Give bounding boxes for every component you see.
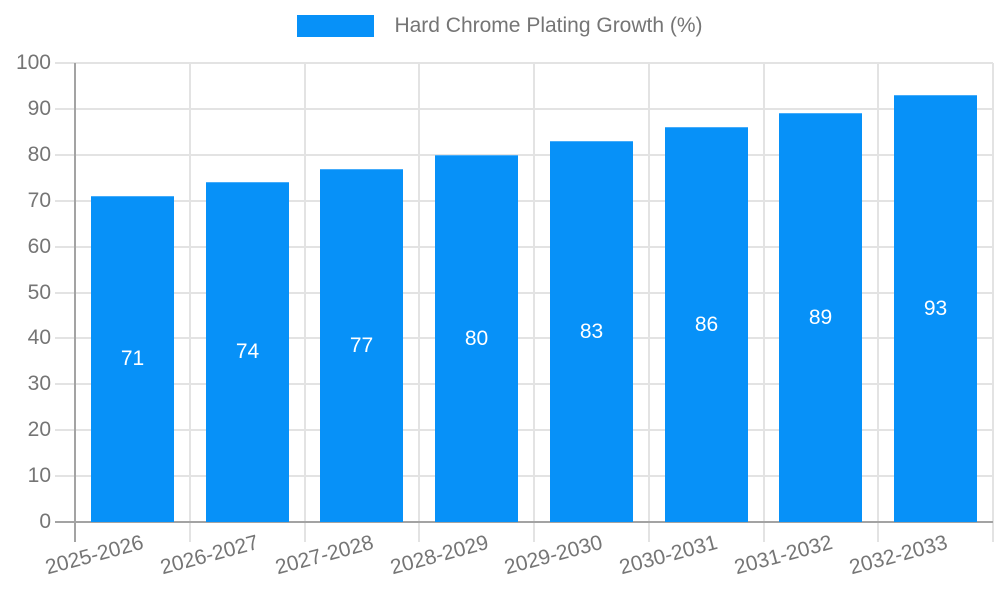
bar-value-label: 86 xyxy=(694,313,719,336)
y-axis-tick xyxy=(55,337,75,339)
x-axis-tick xyxy=(304,522,306,542)
y-tick-label: 20 xyxy=(27,418,51,441)
x-axis-tick xyxy=(189,522,191,542)
y-axis-tick xyxy=(55,383,75,385)
legend-series-label[interactable]: Hard Chrome Plating Growth (%) xyxy=(394,14,703,37)
y-tick-label: 70 xyxy=(27,189,51,212)
bar-value-label: 80 xyxy=(464,327,489,350)
y-tick-label: 50 xyxy=(27,281,51,304)
y-axis-tick xyxy=(55,62,75,64)
bar[interactable] xyxy=(320,169,403,522)
y-tick-label: 100 xyxy=(15,51,51,74)
x-axis-tick xyxy=(648,522,650,542)
bar-value-label: 83 xyxy=(579,320,604,343)
bar-value-label: 74 xyxy=(235,340,260,363)
v-gridline xyxy=(418,63,420,522)
y-tick-label: 40 xyxy=(27,326,51,349)
x-axis-tick xyxy=(992,522,994,542)
v-gridline xyxy=(992,63,994,522)
bar-value-label: 71 xyxy=(120,347,145,370)
bar[interactable] xyxy=(91,196,174,522)
bar-value-label: 77 xyxy=(349,334,374,357)
bar[interactable] xyxy=(894,95,977,522)
x-axis-tick xyxy=(763,522,765,542)
y-axis-tick xyxy=(55,292,75,294)
y-tick-label: 80 xyxy=(27,143,51,166)
v-gridline xyxy=(877,63,879,522)
v-gridline xyxy=(533,63,535,522)
y-axis-tick xyxy=(55,154,75,156)
x-axis-tick xyxy=(418,522,420,542)
y-tick-label: 0 xyxy=(39,510,51,533)
y-axis-tick xyxy=(55,429,75,431)
y-tick-label: 10 xyxy=(27,464,51,487)
y-axis-tick xyxy=(55,475,75,477)
legend-color-swatch-icon[interactable] xyxy=(297,15,375,37)
v-gridline xyxy=(304,63,306,522)
x-axis-line xyxy=(55,521,993,523)
y-tick-label: 30 xyxy=(27,372,51,395)
v-gridline xyxy=(189,63,191,522)
bar-value-label: 89 xyxy=(808,306,833,329)
x-axis-tick xyxy=(877,522,879,542)
x-axis-tick xyxy=(533,522,535,542)
y-axis-tick xyxy=(55,246,75,248)
y-axis-tick xyxy=(55,108,75,110)
bar[interactable] xyxy=(435,155,518,522)
bar[interactable] xyxy=(665,127,748,522)
y-axis-tick xyxy=(55,200,75,202)
v-gridline xyxy=(648,63,650,522)
y-tick-label: 90 xyxy=(27,97,51,120)
bar-value-label: 93 xyxy=(923,297,948,320)
chart-legend[interactable]: Hard Chrome Plating Growth (%) xyxy=(0,14,1000,38)
bar[interactable] xyxy=(206,182,289,522)
v-gridline xyxy=(763,63,765,522)
bar[interactable] xyxy=(779,113,862,522)
y-axis-line xyxy=(74,63,76,542)
bar[interactable] xyxy=(550,141,633,522)
y-tick-label: 60 xyxy=(27,235,51,258)
